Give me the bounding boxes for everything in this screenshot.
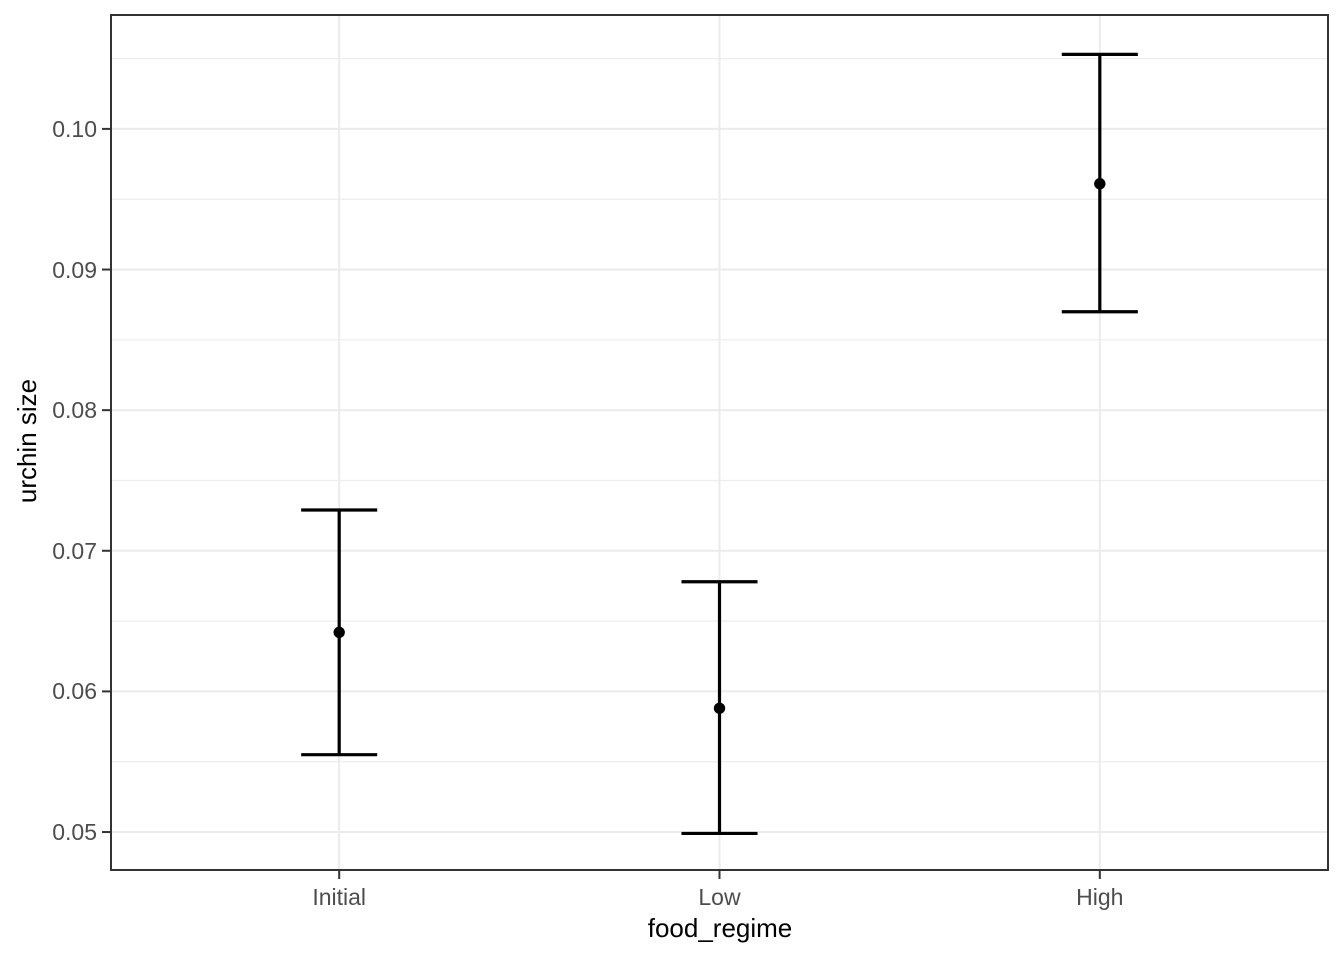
x-axis-title: food_regime: [647, 913, 793, 943]
y-tick-label: 0.08: [52, 397, 97, 424]
x-tick-label: High: [1076, 884, 1124, 910]
point-estimate-low: [713, 702, 726, 714]
y-tick-label: 0.07: [52, 537, 97, 564]
point-estimate-high: [1094, 178, 1106, 190]
y-tick-label: 0.06: [52, 678, 97, 705]
x-tick-label: Low: [698, 884, 741, 910]
point-estimate-initial: [333, 626, 345, 639]
y-tick-label: 0.05: [52, 819, 97, 846]
y-tick-label: 0.09: [52, 256, 97, 283]
y-tick-label: 0.10: [52, 115, 97, 142]
x-tick-label: Initial: [312, 884, 367, 910]
y-axis-title: urchin size: [12, 378, 42, 504]
